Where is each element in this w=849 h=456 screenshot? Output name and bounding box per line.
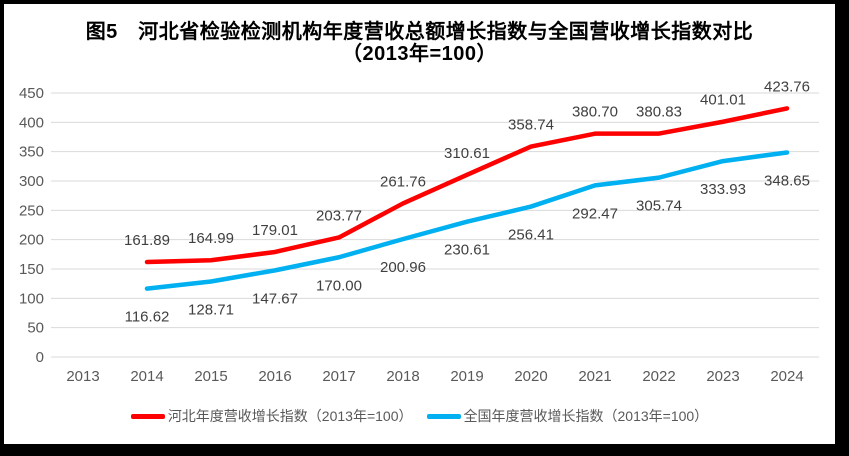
chart-title: 图5 河北省检验检测机构年度营收总额增长指数与全国营收增长指数对比 （2013年…	[4, 21, 835, 65]
data-label: 358.74	[508, 117, 554, 134]
data-label: 380.70	[572, 104, 618, 121]
data-label: 423.76	[764, 78, 810, 95]
x-axis-label: 2023	[706, 368, 739, 385]
hebei-series-label: 河北年度营收增长指数（2013年=100）	[167, 408, 413, 424]
series-line-0	[144, 106, 790, 265]
x-axis-label: 2013	[66, 368, 99, 385]
x-axis-label: 2021	[578, 368, 611, 385]
data-label: 401.01	[700, 92, 746, 109]
data-label: 348.65	[764, 172, 810, 189]
legend-item-hebei: 河北年度营收增长指数（2013年=100）	[130, 406, 413, 426]
data-label: 380.83	[636, 104, 682, 121]
x-axis-label: 2017	[322, 368, 355, 385]
data-label: 147.67	[252, 290, 298, 307]
data-label: 292.47	[572, 205, 618, 222]
y-axis-label: 300	[19, 173, 44, 190]
x-axis-label: 2024	[770, 368, 803, 385]
data-label: 305.74	[636, 198, 682, 215]
data-label: 161.89	[124, 232, 170, 249]
y-axis-label: 250	[19, 202, 44, 219]
x-axis-label: 2016	[258, 368, 291, 385]
x-axis-label: 2020	[514, 368, 547, 385]
data-label: 203.77	[316, 207, 362, 224]
y-axis-label: 450	[19, 85, 44, 102]
y-axis-label: 350	[19, 144, 44, 161]
line-chart-plot: 0 50 100 150 200 250 300 350 400 450 2013 2014 2015 2…	[19, 78, 819, 385]
y-axis-label: 200	[19, 232, 44, 249]
data-label: 116.62	[125, 309, 170, 326]
series-line-1	[144, 150, 790, 291]
data-label: 164.99	[188, 230, 234, 247]
chart-canvas: 图5 河北省检验检测机构年度营收总额增长指数与全国营收增长指数对比 （2013年…	[4, 4, 835, 444]
data-label: 230.61	[444, 242, 490, 259]
x-axis-label: 2018	[386, 368, 419, 385]
national-series-swatch	[426, 413, 461, 419]
data-label: 261.76	[380, 173, 426, 190]
y-axis-label: 150	[19, 261, 44, 278]
chart-legend: 河北年度营收增长指数（2013年=100） 全国年度营收增长指数（2013年=1…	[4, 405, 835, 427]
data-label: 170.00	[316, 277, 362, 294]
x-axis-label: 2022	[642, 368, 675, 385]
y-axis-label: 100	[19, 290, 44, 307]
hebei-series-swatch	[130, 413, 165, 419]
data-label: 256.41	[508, 227, 554, 244]
chart-title-line1: 图5 河北省检验检测机构年度营收总额增长指数与全国营收增长指数对比	[85, 21, 754, 43]
x-axis-label: 2019	[450, 368, 483, 385]
legend-item-national: 全国年度营收增长指数（2013年=100）	[426, 406, 709, 426]
x-axis-label: 2015	[194, 368, 227, 385]
national-series-label: 全国年度营收增长指数（2013年=100）	[463, 408, 709, 424]
data-label: 179.01	[252, 222, 298, 239]
chart-title-line2: （2013年=100）	[341, 43, 498, 65]
data-label: 200.96	[380, 259, 426, 276]
y-axis-label: 0	[36, 349, 44, 366]
data-label: 333.93	[700, 181, 746, 198]
data-label: 128.71	[188, 301, 234, 318]
x-axis-label: 2014	[130, 368, 163, 385]
y-axis-label: 50	[27, 320, 44, 337]
y-axis-label: 400	[19, 114, 44, 131]
data-label: 310.61	[444, 145, 490, 162]
